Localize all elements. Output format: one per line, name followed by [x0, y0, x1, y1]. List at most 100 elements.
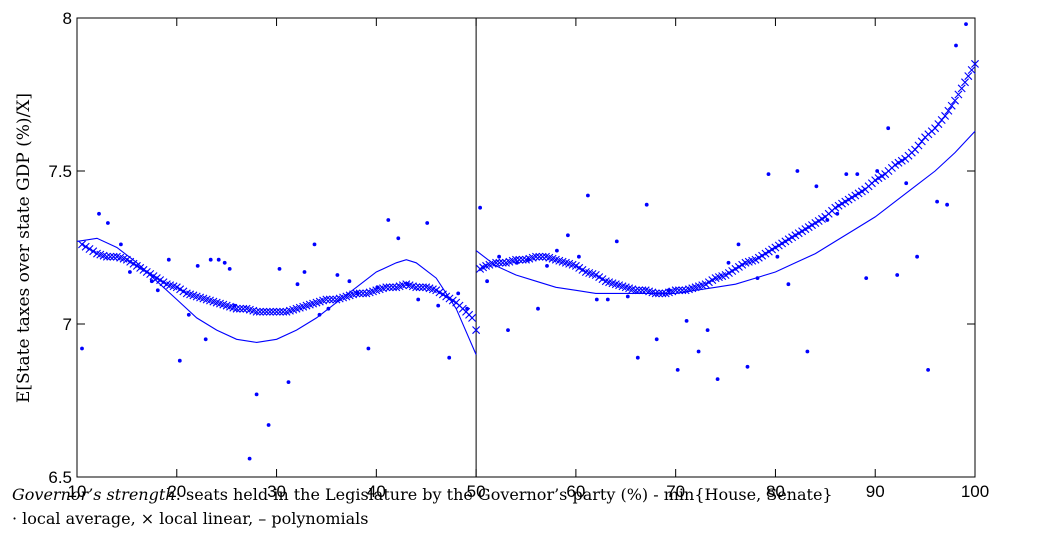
- local-average-point: [755, 276, 760, 280]
- local-average-point: [186, 312, 191, 317]
- caption-line-2: · local average, × local linear, – polyn…: [12, 509, 369, 528]
- local-average-point: [726, 260, 731, 265]
- local-average-point: [347, 279, 352, 284]
- local-linear-point: [518, 255, 527, 264]
- local-average-point: [705, 328, 710, 332]
- local-linear-point: [675, 286, 683, 295]
- local-linear-point: [495, 258, 504, 267]
- local-average-point: [625, 294, 630, 299]
- local-average-point: [814, 184, 819, 189]
- local-linear-point: [239, 304, 248, 313]
- local-linear-point: [941, 111, 950, 120]
- caption-description: : seats held in the Legislature by the G…: [175, 485, 833, 504]
- local-average-point: [366, 346, 371, 351]
- local-linear-point: [102, 252, 111, 261]
- local-average-point: [605, 297, 610, 302]
- local-average-point: [335, 273, 340, 277]
- local-average-point: [915, 254, 919, 259]
- local-linear-point: [106, 252, 115, 261]
- local-average-point: [177, 358, 182, 363]
- local-average-point: [795, 169, 800, 173]
- local-average-point: [497, 254, 501, 259]
- local-linear-point: [658, 289, 667, 298]
- local-average-point: [312, 242, 317, 247]
- x-tick-label: 70: [666, 482, 685, 501]
- local-linear-point: [265, 307, 274, 316]
- plot-frame: [76, 17, 976, 478]
- x-tick-label: 100: [961, 482, 989, 501]
- local-linear-point: [535, 252, 544, 261]
- local-average-point: [696, 349, 701, 354]
- local-average-point: [155, 288, 160, 293]
- local-linear-point: [957, 84, 966, 93]
- local-linear-point: [971, 59, 979, 68]
- local-linear-point: [109, 252, 118, 261]
- local-average-point: [786, 282, 791, 287]
- local-average-point: [964, 22, 968, 26]
- local-linear-point: [967, 66, 976, 74]
- x-tick-label: 40: [367, 482, 386, 501]
- local-average-point: [715, 377, 720, 381]
- local-average-point: [614, 239, 619, 244]
- local-linear-point: [515, 255, 524, 264]
- local-average-point: [835, 211, 840, 216]
- local-average-point: [805, 349, 810, 354]
- local-linear-point: [352, 289, 361, 298]
- local-linear-point: [951, 96, 959, 105]
- local-average-point: [317, 312, 322, 317]
- local-linear-point: [269, 307, 278, 316]
- local-linear-point: [954, 90, 963, 99]
- local-average-point: [127, 270, 132, 274]
- local-linear-point: [232, 304, 241, 313]
- y-tick-label: 7.5: [48, 162, 72, 181]
- local-linear-point: [78, 240, 86, 249]
- axes-layer: 10 20 30 40 50 60 70 80 90 100 6.5 7 7.5 8: [48, 9, 989, 501]
- x-tick-label: 80: [766, 482, 785, 501]
- local-linear-point: [279, 307, 288, 316]
- local-linear-point: [322, 295, 331, 304]
- local-linear-point: [252, 307, 261, 316]
- local-linear-point: [512, 255, 520, 264]
- local-linear-point: [678, 286, 687, 295]
- local-average-point: [106, 221, 110, 225]
- local-linear-point: [262, 307, 271, 316]
- local-average-point: [208, 257, 213, 262]
- local-average-point: [736, 242, 741, 247]
- local-linear-point: [934, 120, 943, 129]
- local-average-point: [654, 337, 659, 342]
- local-average-point: [254, 392, 259, 397]
- local-average-point: [436, 303, 441, 308]
- local-average-point: [864, 276, 869, 280]
- local-average-point: [386, 218, 391, 222]
- y-axis-label: E[State taxes over state GDP (%)/X]: [14, 93, 34, 403]
- local-average-point: [266, 423, 271, 427]
- local-linear-point: [944, 106, 953, 115]
- local-average-point: [195, 264, 200, 268]
- local-average-point: [216, 257, 221, 262]
- local-linear-point: [329, 295, 338, 304]
- local-linear-point: [418, 283, 427, 292]
- local-linear-point: [671, 286, 680, 295]
- local-average-point: [97, 211, 101, 216]
- local-average-point: [119, 242, 123, 247]
- local-linear-point: [89, 247, 98, 256]
- local-average-point: [302, 270, 307, 274]
- local-linear-point: [917, 137, 926, 146]
- local-linear-point: [964, 72, 973, 81]
- x-tick-label: 30: [267, 482, 286, 501]
- local-linear-point: [651, 289, 660, 298]
- y-tick-label: 8: [63, 9, 72, 28]
- local-average-point: [232, 303, 237, 308]
- local-average-point: [644, 202, 649, 207]
- polynomial-fit-layer: [76, 130, 976, 355]
- local-linear-point: [655, 289, 663, 298]
- local-average-point: [844, 172, 849, 177]
- local-average-point: [766, 172, 771, 177]
- caption-line-1: Governor’s strength: seats held in the L…: [12, 485, 833, 504]
- local-linear-point: [498, 258, 507, 267]
- local-average-point: [904, 181, 909, 186]
- local-average-point: [396, 236, 401, 241]
- local-average-point: [416, 297, 421, 302]
- local-average-point: [555, 248, 559, 253]
